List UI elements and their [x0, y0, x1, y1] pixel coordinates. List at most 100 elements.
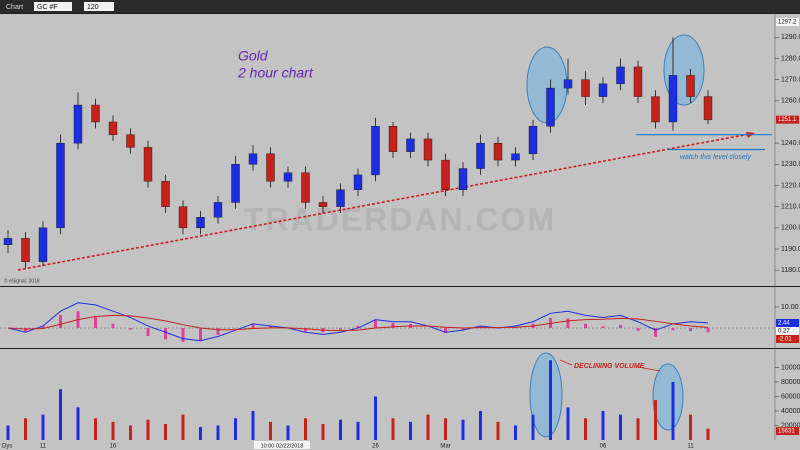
volume-bar [129, 425, 132, 440]
signal-readout-box [776, 327, 799, 335]
volume-tick-label: 60000 [781, 393, 800, 400]
volume-readout-box [776, 427, 799, 435]
macd-line [7, 314, 709, 332]
volume-bar [549, 360, 552, 440]
candle-body [3, 238, 13, 245]
candle-body [248, 153, 258, 165]
price-tick-label: 1220.0 [781, 182, 800, 189]
candle-body [231, 164, 240, 203]
volume-bar [636, 418, 640, 440]
macd-tick-label: 10.00 [781, 304, 799, 311]
volume-bar [269, 421, 272, 440]
candle-body [56, 142, 65, 229]
price-tick-label: 1240.0 [781, 140, 800, 147]
macd-hist-bar [24, 328, 27, 332]
interval[interactable]: 120 [87, 4, 99, 11]
macd-hist-bar [601, 326, 605, 329]
price-tick-label: 1280.0 [781, 55, 800, 62]
price-tick-label: 1260.0 [781, 98, 800, 105]
volume-bar [199, 426, 202, 440]
macd-hist-bar [41, 325, 45, 329]
level-annotation: watch this level closely [680, 154, 751, 161]
volume-bar [514, 425, 517, 440]
x-tick-label: 06 [600, 444, 607, 450]
macd-hist-bar [146, 328, 150, 337]
last-price: 1251.1 [778, 117, 797, 123]
high-price: 1297.2 [778, 20, 797, 26]
volume-tick-label: 20000 [781, 422, 800, 429]
candle-body [441, 159, 450, 190]
candle-body [143, 147, 153, 182]
volume-bar [76, 407, 80, 440]
x-tick-label: 16 [110, 444, 117, 450]
cursor-label: 10:00 02/22/2018 [261, 443, 304, 449]
volume-tick-label: 80000 [781, 379, 800, 386]
macd-hist-bar [619, 325, 622, 329]
macd-hist-bar [706, 328, 710, 333]
watermark: TRADERDAN.COM [244, 201, 556, 237]
volume-bar [304, 418, 307, 440]
candle-body [301, 172, 310, 203]
macd-hist-bar [636, 328, 640, 331]
candle-body [91, 104, 100, 123]
interval-box[interactable] [84, 2, 114, 11]
candle-body [651, 96, 660, 123]
macd-hist-bar [356, 325, 360, 329]
candle-body [388, 126, 398, 152]
signal-readout: 0.27 [778, 329, 790, 335]
volume-bar [461, 419, 465, 440]
volume-ellipse [652, 363, 684, 431]
x-tick-label: 26 [372, 444, 379, 450]
candle-body [126, 134, 135, 148]
volume-bar [24, 418, 27, 440]
candle-body [196, 217, 205, 229]
candle-body [703, 96, 713, 121]
price-tick-label: 1290.0 [781, 34, 800, 41]
cursor-box [254, 441, 310, 449]
high-price-box [776, 18, 799, 27]
time-axis [0, 440, 800, 450]
price-tick-label: 1230.0 [781, 161, 800, 168]
volume-bar [111, 421, 115, 440]
hist-readout: -2.01 [778, 337, 792, 343]
hist-readout-box [776, 335, 799, 343]
macd-hist-bar [689, 328, 692, 332]
candle-body [423, 138, 433, 161]
candle-body [353, 174, 363, 190]
macd-hist-bar [391, 323, 395, 329]
candle-body [266, 153, 275, 182]
volume-bar [216, 425, 220, 440]
macd-hist-bar [94, 316, 97, 329]
volume-bar [59, 389, 62, 440]
candle-body [318, 202, 328, 207]
candle-body [38, 227, 48, 262]
candle-body [616, 66, 625, 85]
macd-readout: 2.44 [778, 321, 790, 327]
macd-hist-bar [461, 328, 465, 331]
volume-bar [601, 410, 605, 440]
volume-bar [409, 421, 412, 440]
volume-bar [706, 428, 710, 440]
macd-readout-box [776, 319, 799, 327]
candle-body [406, 138, 415, 152]
candle-body [633, 66, 643, 97]
candle-body [581, 79, 590, 97]
price-tick-label: 1210.0 [781, 204, 800, 211]
macd-hist-bar [251, 323, 255, 329]
macd-hist-bar [671, 328, 675, 331]
volume-bar [531, 414, 535, 440]
symbol-box[interactable] [34, 2, 72, 11]
volume-bar [426, 414, 430, 440]
candle-body [511, 153, 520, 161]
volume-bar [654, 400, 657, 440]
candle-body [686, 75, 695, 97]
macd-hist-bar [181, 328, 185, 342]
symbol[interactable]: GC #F [37, 4, 58, 11]
macd-hist-bar [584, 323, 587, 329]
macd-hist-bar [304, 328, 307, 332]
volume-bar [374, 396, 377, 440]
window-label: Chart [6, 4, 23, 11]
volume-readout: 15631 [778, 429, 795, 435]
volume-bar [356, 421, 360, 440]
